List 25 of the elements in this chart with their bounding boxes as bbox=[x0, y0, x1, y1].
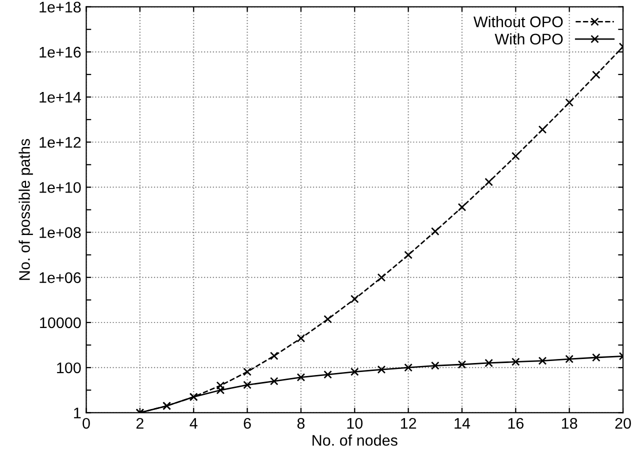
y-tick-label: 10000 bbox=[40, 317, 81, 328]
x-tick-label: 8 bbox=[297, 418, 305, 429]
x-tick-label: 0 bbox=[82, 418, 90, 429]
legend-label: With OPO bbox=[494, 33, 563, 45]
y-tick-label: 1 bbox=[74, 408, 81, 418]
y-tick-label: 100 bbox=[57, 362, 81, 374]
x-tick-label: 20 bbox=[615, 418, 631, 429]
y-tick-label: 1e+14 bbox=[40, 92, 81, 103]
x-tick-label: 16 bbox=[508, 418, 524, 429]
x-tick-label: 10 bbox=[347, 418, 363, 429]
y-tick-label: 1e+06 bbox=[40, 272, 81, 284]
y-tick-label: 1e+10 bbox=[40, 182, 81, 193]
x-tick-label: 18 bbox=[562, 418, 578, 429]
legend-label: Without OPO bbox=[474, 16, 563, 28]
y-axis-title: No. of possible paths bbox=[18, 138, 33, 280]
x-tick-label: 4 bbox=[190, 418, 198, 429]
y-tick-label: 1e+16 bbox=[40, 46, 81, 58]
x-tick-label: 12 bbox=[400, 418, 416, 429]
y-tick-label: 1e+12 bbox=[40, 136, 81, 148]
y-tick-label: 1e+08 bbox=[40, 227, 81, 238]
y-tick-label: 1e+18 bbox=[40, 2, 81, 13]
x-axis-title: No. of nodes bbox=[312, 434, 398, 446]
x-tick-label: 2 bbox=[136, 418, 144, 429]
x-tick-label: 14 bbox=[454, 418, 470, 429]
x-tick-label: 6 bbox=[244, 418, 251, 429]
